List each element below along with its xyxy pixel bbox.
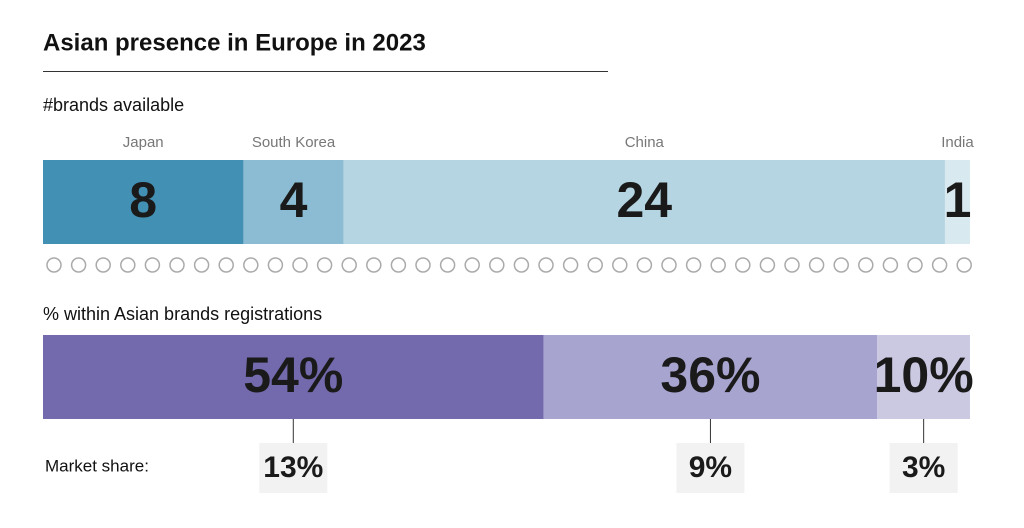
brand-logo xyxy=(144,257,161,273)
bar-segment xyxy=(877,335,970,419)
brand-logo xyxy=(735,257,751,273)
brand-logo xyxy=(169,257,185,273)
brand-logo xyxy=(120,257,136,273)
brand-logo xyxy=(685,257,702,273)
brand-logo xyxy=(390,257,407,273)
brand-logo xyxy=(710,257,726,273)
brand-logo xyxy=(95,257,111,273)
annotation-box xyxy=(889,443,958,493)
brand-logo xyxy=(931,257,948,273)
brand-logo xyxy=(341,257,357,273)
bar-segment xyxy=(343,160,945,244)
value-label: 24 xyxy=(616,172,672,228)
bar-segment xyxy=(43,160,244,244)
bar-segment xyxy=(43,335,544,419)
brand-logo xyxy=(833,257,849,273)
annotation-title: Market share: xyxy=(45,456,149,475)
brand-logo xyxy=(956,257,972,273)
brand-logo xyxy=(587,257,603,273)
brand-logo xyxy=(218,257,234,273)
brand-logo xyxy=(464,257,480,273)
category-label: India xyxy=(941,134,974,151)
brand-logo xyxy=(759,257,776,273)
brand-logo xyxy=(907,257,923,273)
value-label: 4 xyxy=(280,172,308,228)
category-label: South Korea xyxy=(252,134,336,151)
brand-logo xyxy=(538,257,554,273)
annotation-box xyxy=(676,443,745,493)
brand-logo xyxy=(316,257,333,273)
brand-logo xyxy=(46,257,62,273)
brand-logo xyxy=(513,257,530,273)
annotation-box xyxy=(259,443,328,493)
brand-logo xyxy=(193,257,210,273)
value-label: 8 xyxy=(129,172,157,228)
brand-logo xyxy=(267,257,284,273)
brand-logo xyxy=(636,257,653,273)
brand-logo xyxy=(415,257,431,273)
category-label: Japan xyxy=(123,134,164,151)
chart-title: #brands available xyxy=(43,95,184,115)
brand-logo xyxy=(439,257,456,273)
bar-segment xyxy=(944,160,970,244)
annotation-label: 13% xyxy=(263,451,323,484)
bar-segment xyxy=(543,335,878,419)
brand-logo xyxy=(882,257,899,273)
brand-logo xyxy=(858,257,874,273)
brand-logo xyxy=(612,257,628,273)
value-label: 1 xyxy=(944,172,972,228)
brand-logo xyxy=(489,257,505,273)
bar-segment xyxy=(243,160,344,244)
value-label: 10% xyxy=(874,347,974,403)
annotation-label: 3% xyxy=(902,451,945,484)
category-label: China xyxy=(625,134,665,151)
annotation-label: 9% xyxy=(689,451,732,484)
value-label: 36% xyxy=(660,347,760,403)
brand-logo xyxy=(562,257,579,273)
page-title: Asian presence in Europe in 2023 xyxy=(43,29,426,56)
brand-logo xyxy=(243,257,259,273)
brand-logo xyxy=(70,257,87,273)
brand-logo xyxy=(784,257,800,273)
brand-logo xyxy=(292,257,308,273)
brand-logo xyxy=(366,257,382,273)
value-label: 54% xyxy=(243,347,343,403)
chart-title: % within Asian brands registrations xyxy=(43,304,322,324)
brand-logo xyxy=(661,257,677,273)
brand-logo xyxy=(808,257,825,273)
